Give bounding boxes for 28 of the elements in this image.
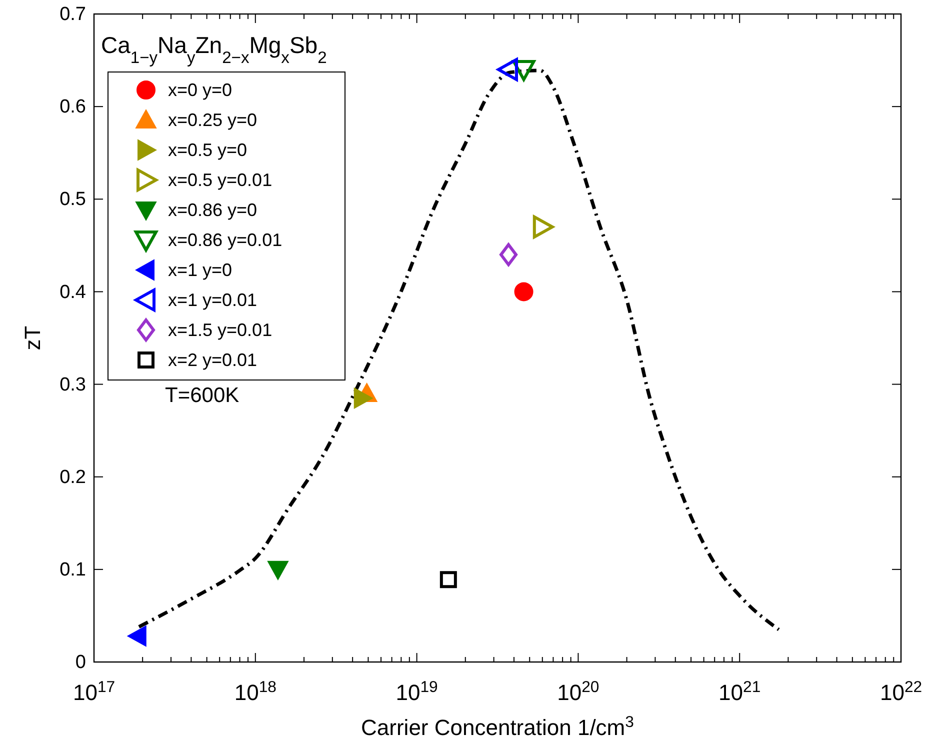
text: Ca$_{1−y}$Na$_{y}$Zn$_{2−x}$Mg$_{x}$Sb$_{2}$ — [101, 32, 327, 66]
x-tick-label: 10$^{17}$ — [72, 678, 116, 705]
x-tick-label: 10$^{22}$ — [880, 678, 922, 705]
legend-label: x=2 y=0.01 — [168, 350, 258, 370]
y-tick-label: 0.2 — [60, 466, 86, 488]
legend-label: x=1 y=0.01 — [168, 290, 258, 310]
x-tick-label: 10$^{21}$ — [718, 678, 761, 705]
y-tick-label: 0.6 — [60, 96, 86, 118]
x-tick-label: 10$^{19}$ — [396, 678, 438, 705]
x-tick-label: 10$^{18}$ — [234, 678, 277, 705]
legend-label: x=0.5 y=0 — [168, 140, 248, 160]
y-tick-label: 0.4 — [60, 282, 86, 303]
y-tick-label: 0.1 — [60, 560, 86, 581]
legend-label: x=0 y=0 — [168, 80, 232, 100]
x-tick-label: 10$^{20}$ — [557, 678, 600, 705]
y-axis-title: zT — [20, 326, 45, 350]
legend-label: x=1.5 y=0.01 — [168, 320, 272, 340]
legend-label: x=0.86 y=0.01 — [168, 230, 282, 250]
y-tick-label: 0.5 — [60, 189, 86, 210]
legend-label: x=0.5 y=0.01 — [168, 170, 272, 190]
x-axis-title: Carrier Concentration 1/cm$^{3}$ — [361, 714, 634, 740]
legend-label: x=0.86 y=0 — [168, 200, 258, 220]
y-tick-label: 0.3 — [60, 374, 86, 396]
y-tick-label: 0 — [75, 652, 86, 674]
annotation: T=600K — [165, 384, 240, 407]
y-tick-label: 0.7 — [60, 4, 86, 26]
legend-label: x=1 y=0 — [168, 260, 232, 280]
legend-label: x=0.25 y=0 — [168, 110, 258, 130]
